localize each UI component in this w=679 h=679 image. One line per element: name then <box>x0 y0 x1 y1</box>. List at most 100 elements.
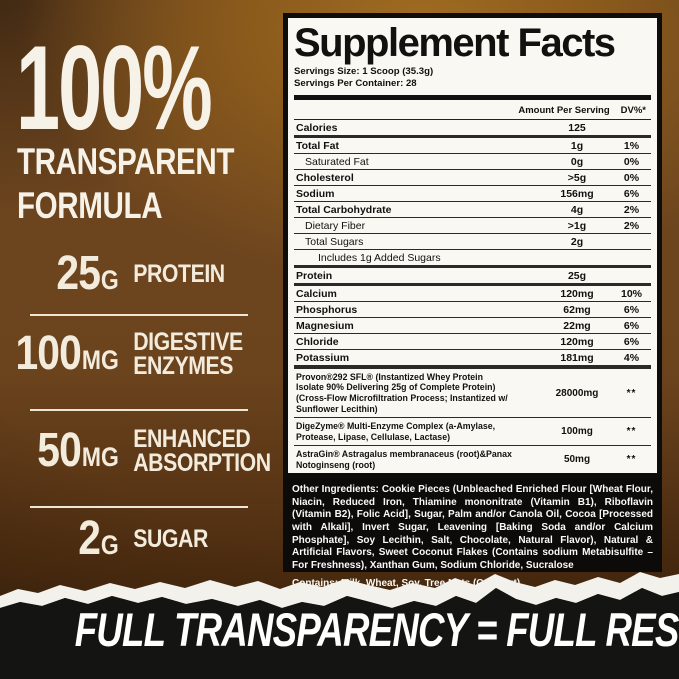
facts-column-header: Amount Per Serving DV%* <box>294 100 651 120</box>
ingredient-name: Provon®292 SFL® (Instantized Whey Protei… <box>296 371 508 414</box>
nutrient-name: Protein <box>296 269 333 282</box>
nutrient-dv: 6% <box>623 335 640 348</box>
nutrient-row-dietary-fiber: Dietary Fiber >1g 2% <box>294 218 651 234</box>
stat-enhanced-absorption: 50 MG ENHANCED ABSORPTION <box>10 425 271 478</box>
nutrient-amount: 2g <box>570 235 584 248</box>
nutrient-amount: >5g <box>567 171 587 184</box>
stat-value: 25 <box>56 247 101 300</box>
nutrient-name: Calories <box>296 121 338 134</box>
nutrient-dv: 10% <box>620 287 642 300</box>
torn-white-strip <box>0 572 679 608</box>
nutrient-amount: 181mg <box>560 351 594 364</box>
stat-value: 100 <box>15 327 81 381</box>
nutrient-dv: 4% <box>623 351 640 364</box>
nutrient-dv: 1% <box>623 139 640 152</box>
nutrient-row-phosphorus: Phosphorus 62mg 6% <box>294 302 651 318</box>
nutrient-row-calcium: Calcium 120mg 10% <box>294 286 651 302</box>
nutrient-amount: 125 <box>568 121 586 134</box>
nutrient-row-total-fat: Total Fat 1g 1% <box>294 138 651 154</box>
nutrient-name: Cholesterol <box>296 171 354 184</box>
ingredient-amount: 28000mg <box>555 387 599 399</box>
bottom-banner-text: FULL TRANSPARENCY = FULL RESULTS <box>74 603 679 656</box>
col-dv: DV%* <box>620 104 646 116</box>
stat-unit: MG <box>81 442 119 473</box>
nutrient-row-added-sugars: Includes 1g Added Sugars <box>294 250 651 268</box>
headline-formula: FORMULA <box>17 185 163 226</box>
nutrient-name: Calcium <box>296 287 337 300</box>
stat-label: ENHANCED ABSORPTION <box>133 425 271 478</box>
ingredient-dv: ** <box>626 426 637 438</box>
thick-divider <box>294 94 651 100</box>
nutrient-row-total-carbohydrate: Total Carbohydrate 4g 2% <box>294 202 651 218</box>
nutrient-dv: 6% <box>623 187 640 200</box>
stat-label: DIGESTIVE ENZYMES <box>133 328 243 381</box>
nutrient-row-cholesterol: Cholesterol >5g 0% <box>294 170 651 186</box>
stat-unit: MG <box>81 345 119 376</box>
nutrient-dv: 2% <box>623 203 640 216</box>
nutrient-dv: 0% <box>623 155 640 168</box>
ingredient-dv: ** <box>626 387 637 399</box>
ingredient-amount: 100mg <box>561 426 593 438</box>
nutrient-row-protein: Protein 25g <box>294 268 651 286</box>
divider <box>30 409 248 411</box>
stat-value-box: 25 G <box>10 247 119 300</box>
stat-value: 50 <box>37 424 82 478</box>
nutrient-name: Includes 1g Added Sugars <box>318 251 441 264</box>
allergen-contains-text: Contains: Milk, Wheat, Soy, Tree Nuts (C… <box>292 577 521 589</box>
ingredient-row-astragin: AstraGin® Astragalus membranaceus (root)… <box>294 446 651 473</box>
stat-value: 2 <box>78 512 101 565</box>
nutrient-row-chloride: Chloride 120mg 6% <box>294 334 651 350</box>
servings-per-container: Servings Per Container: 28 <box>294 78 417 90</box>
nutrient-name: Total Fat <box>296 139 339 152</box>
stat-label: PROTEIN <box>133 259 225 288</box>
ingredient-amount: 50mg <box>563 454 591 466</box>
ingredient-name: DigeZyme® Multi-Enzyme Complex (a-Amylas… <box>296 421 496 442</box>
nutrient-dv: 2% <box>623 219 640 232</box>
divider <box>30 506 248 508</box>
nutrient-dv: 0% <box>623 171 640 184</box>
nutrient-row-magnesium: Magnesium 22mg 6% <box>294 318 651 334</box>
nutrient-row-potassium: Potassium 181mg 4% <box>294 350 651 369</box>
ingredient-name: AstraGin® Astragalus membranaceus (root)… <box>296 449 512 470</box>
nutrient-name: Total Carbohydrate <box>296 203 392 216</box>
nutrient-name: Chloride <box>296 335 339 348</box>
ingredient-row-digezyme: DigeZyme® Multi-Enzyme Complex (a-Amylas… <box>294 418 651 447</box>
torn-paper-edge <box>0 572 679 679</box>
stat-value-box: 100 MG <box>10 327 119 381</box>
ingredient-row-provon: Provon®292 SFL® (Instantized Whey Protei… <box>294 369 651 419</box>
nutrient-name: Saturated Fat <box>305 155 369 168</box>
nutrient-amount: 120mg <box>560 287 594 300</box>
nutrient-amount: 22mg <box>563 319 591 332</box>
divider <box>30 314 248 316</box>
nutrient-amount: 120mg <box>560 335 594 348</box>
nutrient-dv: 6% <box>623 303 640 316</box>
headline-transparent: TRANSPARENT <box>17 141 235 182</box>
nutrient-name: Phosphorus <box>296 303 358 316</box>
nutrient-amount: 25g <box>567 269 587 282</box>
nutrient-amount: 62mg <box>563 303 591 316</box>
nutrient-amount: 156mg <box>560 187 594 200</box>
nutrient-name: Dietary Fiber <box>305 219 366 232</box>
nutrient-name: Total Sugars <box>305 235 364 248</box>
col-amount-per-serving: Amount Per Serving <box>518 104 610 116</box>
stat-unit: G <box>100 530 119 560</box>
nutrient-name: Sodium <box>296 187 335 200</box>
stat-digestive-enzymes: 100 MG DIGESTIVE ENZYMES <box>10 330 245 379</box>
other-ingredients-box: Other Ingredients: Cookie Pieces (Unblea… <box>283 478 662 589</box>
nutrient-name: Potassium <box>296 351 350 364</box>
stat-unit: G <box>100 265 119 295</box>
nutrient-dv: 6% <box>623 319 640 332</box>
ingredient-dv: ** <box>626 454 637 466</box>
headline-100-percent: 100% <box>16 21 213 155</box>
nutrient-row-saturated-fat: Saturated Fat 0g 0% <box>294 154 651 170</box>
serving-size: Servings Size: 1 Scoop (35.3g) <box>294 66 434 77</box>
nutrient-amount: 0g <box>570 155 584 168</box>
nutrient-amount: >1g <box>567 219 587 232</box>
other-ingredients-text: Other Ingredients: Cookie Pieces (Unblea… <box>292 484 653 572</box>
nutrient-name: Magnesium <box>296 319 354 332</box>
stat-label: SUGAR <box>133 524 208 553</box>
stat-value-box: 50 MG <box>10 427 119 475</box>
